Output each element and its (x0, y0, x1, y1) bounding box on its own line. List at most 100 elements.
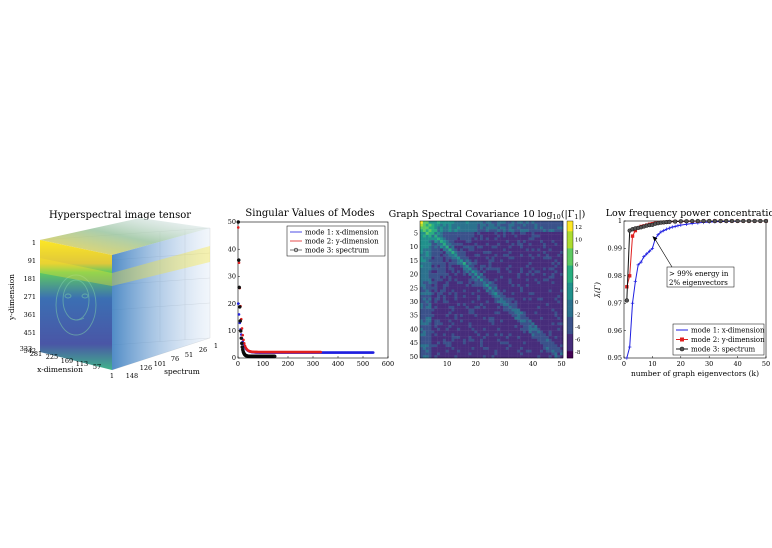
hm-cell (505, 234, 509, 238)
hm-cell (474, 226, 478, 230)
hm-cell (488, 226, 492, 230)
hm-cell (534, 300, 538, 304)
pc-x-tick: 0 (622, 360, 626, 368)
hm-cell (520, 248, 524, 252)
hm-cell (528, 341, 532, 345)
hm-cell (440, 333, 444, 337)
hm-cell (508, 273, 512, 276)
hm-cell (445, 286, 449, 290)
hm-cell (448, 352, 452, 356)
hm-cell (471, 349, 475, 353)
hm-cell (534, 344, 538, 348)
pc-point (636, 225, 641, 231)
hm-cell (482, 330, 486, 334)
hm-cell (491, 325, 495, 329)
hm-cell (488, 319, 492, 323)
hm-cell (557, 248, 561, 252)
hm-cell (522, 352, 527, 356)
hm-cell (448, 226, 452, 230)
pc-xlabel: number of graph eigenvectors (k) (631, 369, 759, 378)
hm-cell (508, 264, 512, 268)
hm-cell (520, 327, 524, 331)
sv-point (305, 351, 308, 354)
hm-cell (460, 281, 464, 285)
hm-cell (451, 231, 455, 235)
hm-cell (508, 308, 512, 312)
hm-cell (480, 245, 484, 249)
hm-cell (420, 273, 424, 276)
sv-point (237, 305, 242, 309)
hm-cell (534, 248, 538, 252)
sv-point (281, 350, 285, 354)
hm-cell (508, 226, 512, 230)
hm-cell (522, 305, 527, 309)
hm-cell (531, 245, 535, 249)
hm-cell (525, 330, 529, 334)
hm-cell (451, 270, 455, 274)
sv-point (241, 349, 245, 354)
hm-cell (480, 264, 484, 268)
hm-cell (482, 349, 486, 353)
hm-cell (522, 229, 527, 233)
pc-x-tick: 10 (648, 360, 656, 368)
hm-cell (471, 242, 475, 246)
hm-cell (505, 341, 509, 345)
hm-cell (485, 273, 489, 276)
hm-cell (420, 349, 424, 353)
hm-cell (508, 286, 512, 290)
hm-cell (448, 273, 452, 276)
hm-cell (520, 338, 524, 342)
sv-point (243, 346, 247, 349)
hm-cell (520, 223, 524, 227)
hm-cell (548, 305, 552, 309)
hm-cell (491, 240, 495, 244)
hm-cell (485, 278, 489, 282)
sv-point (329, 351, 333, 354)
hm-cell (437, 333, 441, 337)
hm-cell (542, 311, 547, 315)
sv-point (269, 350, 273, 354)
sv-point (334, 351, 338, 354)
hm-cell (502, 259, 506, 263)
hm-cell (460, 256, 464, 260)
hm-cell (480, 338, 484, 342)
hm-cell (437, 300, 441, 304)
hm-cell (454, 316, 458, 320)
hm-cell (520, 300, 524, 304)
hm-cell (420, 352, 424, 356)
hm-cell (494, 352, 498, 356)
hm-cell (522, 316, 527, 320)
hm-cell (528, 305, 532, 309)
sv-point (259, 350, 263, 354)
hm-cell (557, 325, 561, 329)
hm-cell (502, 311, 506, 315)
hm-cell (474, 289, 478, 293)
hm-cell (477, 333, 481, 337)
pc-point (653, 221, 657, 225)
sv-point (333, 351, 337, 354)
hm-cell (445, 234, 449, 238)
hm-cell (437, 284, 441, 287)
hm-cell (437, 322, 441, 326)
hm-colorbar-step (567, 330, 573, 335)
hm-cell (422, 330, 426, 334)
sv-point (285, 351, 289, 354)
hm-cell (488, 245, 492, 249)
hm-cell (425, 297, 429, 301)
pc-point (664, 219, 669, 225)
hm-cell (505, 221, 509, 224)
hm-cell (542, 314, 547, 318)
hm-cell (494, 289, 498, 293)
hm-cell (505, 273, 509, 276)
hm-cell (431, 242, 435, 246)
hm-cell (531, 355, 535, 359)
hm-cell (477, 242, 481, 246)
hm-cell (560, 297, 564, 301)
hm-cell (528, 352, 532, 356)
sv-point (265, 354, 270, 359)
hm-cell (488, 333, 492, 337)
hm-cell (491, 322, 495, 326)
hm-cell (471, 297, 475, 301)
hm-cell (477, 305, 481, 309)
tensor-z-tick: 26 (199, 346, 207, 354)
